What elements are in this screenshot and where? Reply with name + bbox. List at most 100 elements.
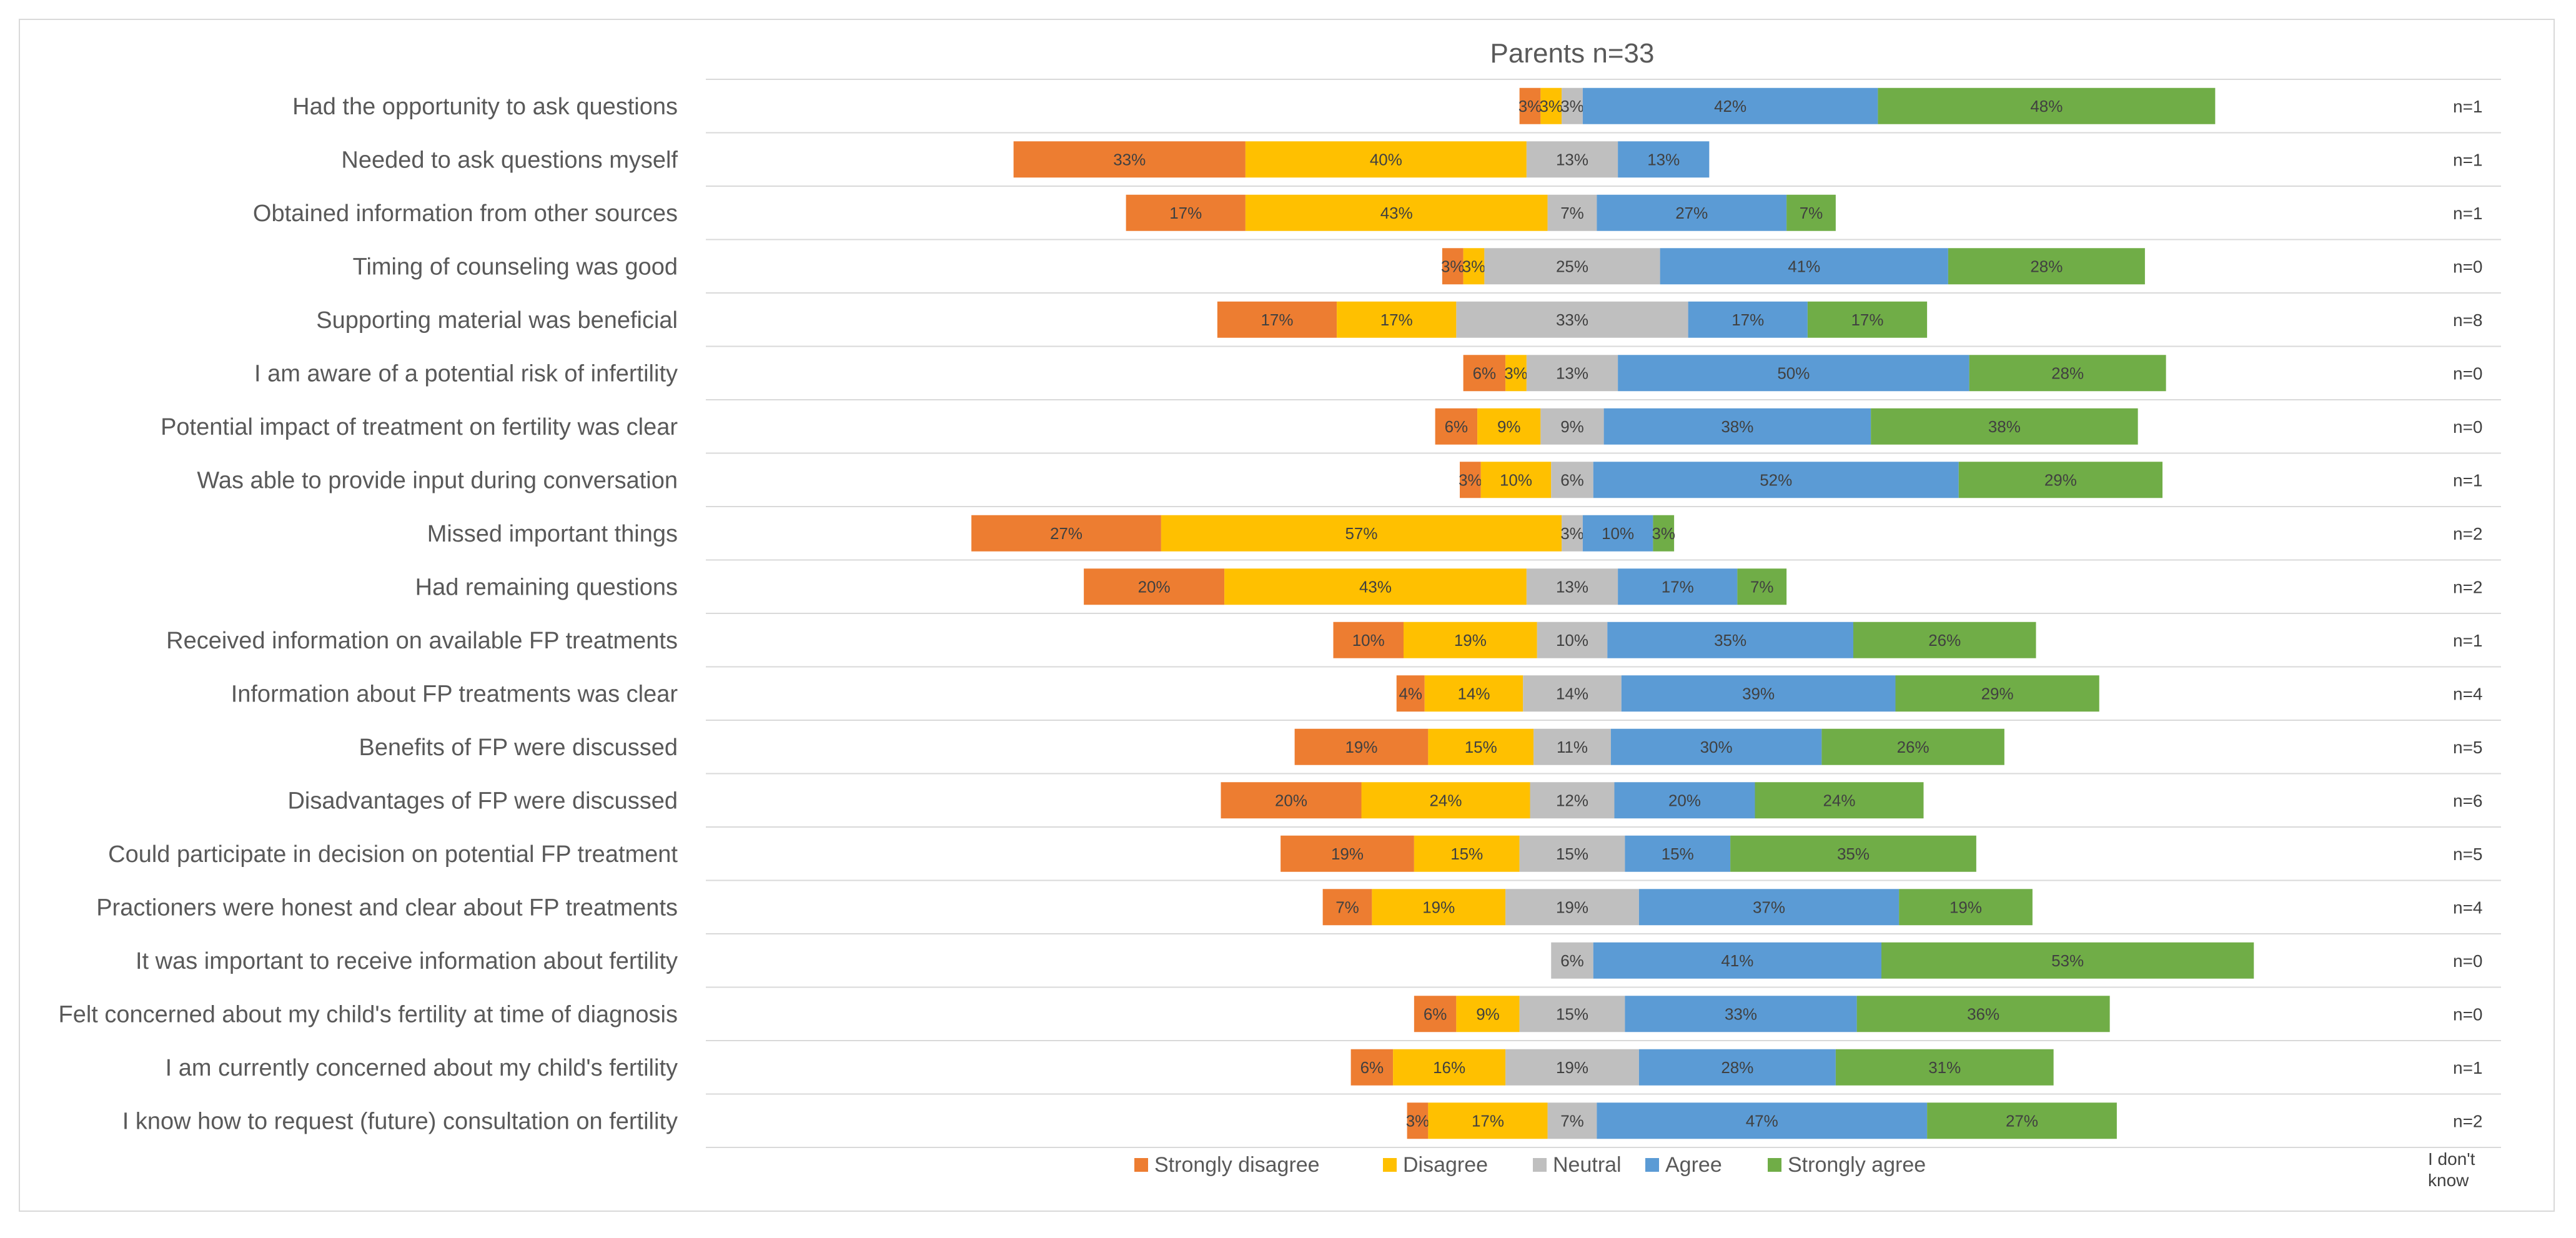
category-label: I am aware of a potential risk of infert…: [254, 360, 678, 387]
legend-item: Strongly disagree: [1134, 1153, 1320, 1177]
bar-segment: [1505, 889, 1639, 926]
bar-value-label: 6%: [1560, 470, 1584, 489]
bar-value-label: 35%: [1837, 844, 1870, 863]
bar-segment: [1221, 782, 1362, 819]
bar-segment: [1484, 248, 1660, 285]
bar-segment: [1625, 996, 1857, 1032]
bar-segment: [1621, 675, 1896, 712]
bar-value-label: 10%: [1602, 524, 1634, 543]
bar-row: 3% 10% 6% 52% 29%: [1459, 462, 2162, 498]
bar-segment: [1404, 621, 1537, 658]
bar-row: 6% 3% 13% 50% 28%: [1463, 355, 2166, 392]
bar-row: 33% 40% 13% 13%: [1013, 141, 1710, 178]
bar-value-label: 28%: [2051, 364, 2084, 382]
category-label: Benefits of FP were discussed: [359, 735, 678, 761]
bar-value-label: 42%: [1714, 97, 1746, 116]
legend-swatch: [1533, 1158, 1547, 1172]
bar-segment: [1688, 301, 1808, 338]
legend-item: Strongly agree: [1768, 1153, 1926, 1177]
legend-item: Agree: [1645, 1153, 1722, 1177]
bar-value-label: 10%: [1500, 470, 1532, 489]
bar-value-label: 30%: [1700, 738, 1733, 756]
bar-value-label: 7%: [1750, 577, 1774, 596]
bar-segment: [1537, 621, 1608, 658]
category-label: I am currently concerned about my child'…: [166, 1055, 678, 1081]
bar-row: 3%3%3% 42% 48%: [1518, 87, 2216, 124]
bar-segment: [1755, 782, 1924, 819]
bar-segment: [1562, 87, 1583, 124]
bar-segment: [1597, 1102, 1928, 1139]
bar-segment: [1807, 301, 1928, 338]
bar-row: 7% 19% 19% 37% 19%: [1322, 889, 2033, 926]
bar-value-label: 7%: [1335, 898, 1359, 916]
bar-value-label: 6%: [1424, 1004, 1447, 1023]
legend: Strongly disagree Disagree Neutral Agree Str…: [1134, 1153, 1926, 1177]
bar-value-label: 37%: [1753, 898, 1785, 916]
category-label: Missed important things: [427, 521, 678, 547]
bar-value-label: 41%: [1721, 951, 1753, 970]
category-label: Felt concerned about my child's fertilit…: [59, 1001, 678, 1028]
bar-segment: [1625, 835, 1731, 872]
legend-item: Disagree: [1383, 1153, 1488, 1177]
bar-value-label: 9%: [1560, 417, 1584, 436]
bar-value-label: 15%: [1465, 738, 1497, 756]
bar-value-label: 36%: [1967, 1004, 1999, 1023]
bar-segment: [1653, 515, 1675, 552]
bar-segment: [1969, 355, 2166, 392]
bar-value-label: 19%: [1422, 898, 1455, 916]
bar-value-label: 17%: [1472, 1111, 1504, 1130]
bar-segment: [1786, 194, 1836, 231]
bar-segment: [1660, 248, 1948, 285]
bar-segment: [1322, 889, 1372, 926]
chart-frame: Parents n=33 Had the opportunity to ask …: [19, 19, 2555, 1212]
bar-segment: [1618, 568, 1738, 605]
category-label: Obtained information from other sources: [253, 201, 678, 227]
bar-row: 20% 43% 13% 17% 7%: [1084, 568, 1787, 605]
category-label: Potential impact of treatment on fertili…: [161, 414, 678, 440]
category-label: Timing of counseling was good: [353, 254, 678, 280]
bar-segment: [1899, 889, 2033, 926]
category-label: Information about FP treatments was clea…: [231, 681, 678, 707]
bar-segment: [1523, 675, 1622, 712]
bar-segment: [1530, 782, 1615, 819]
bar-value-label: 3%: [1539, 97, 1563, 116]
bar-row: 19% 15% 15% 15% 35%: [1281, 835, 1976, 872]
category-label: Had remaining questions: [415, 574, 678, 600]
bar-value-label: 6%: [1445, 417, 1469, 436]
bar-segment: [1396, 675, 1425, 712]
bar-value-label: 16%: [1433, 1058, 1465, 1077]
bar-value-label: 27%: [2006, 1111, 2038, 1130]
bar-segment: [1526, 141, 1618, 178]
bar-segment: [1835, 1049, 2054, 1086]
bar-value-label: 50%: [1777, 364, 1810, 382]
bar-segment: [1361, 782, 1530, 819]
bar-row: 27% 57% 3% 10% 3%: [971, 515, 1675, 552]
bar-value-label: 33%: [1725, 1004, 1757, 1023]
category-label: Received information on available FP tre…: [166, 628, 678, 654]
dont-know-column-label: I don't know: [2428, 1149, 2480, 1190]
bar-row: 3% 17% 7% 47% 27%: [1406, 1102, 2117, 1139]
bar-segment: [1533, 728, 1611, 765]
bar-segment: [1333, 621, 1404, 658]
bar-segment: [1547, 194, 1597, 231]
dont-know-count: n=1: [2453, 204, 2483, 223]
bar-value-label: 19%: [1556, 898, 1588, 916]
bar-segment: [1958, 462, 2162, 498]
bar-segment: [1463, 248, 1485, 285]
category-label: Was able to provide input during convers…: [197, 467, 678, 493]
bar-segment: [1126, 194, 1246, 231]
bar-value-label: 14%: [1457, 684, 1490, 703]
bar-segment: [1224, 568, 1527, 605]
bar-segment: [1881, 942, 2254, 979]
bar-segment: [1607, 621, 1853, 658]
bar-segment: [1638, 1049, 1836, 1086]
dont-know-count: n=1: [2453, 1058, 2483, 1077]
dont-know-count: n=0: [2453, 364, 2483, 383]
bar-value-label: 31%: [1928, 1058, 1961, 1077]
dont-know-count: n=0: [2453, 951, 2483, 971]
bar-segment: [1551, 942, 1593, 979]
bar-value-label: 26%: [1928, 631, 1961, 650]
bar-value-label: 6%: [1560, 951, 1584, 970]
bar-segment: [1638, 889, 1900, 926]
bar-value-label: 40%: [1370, 150, 1402, 169]
